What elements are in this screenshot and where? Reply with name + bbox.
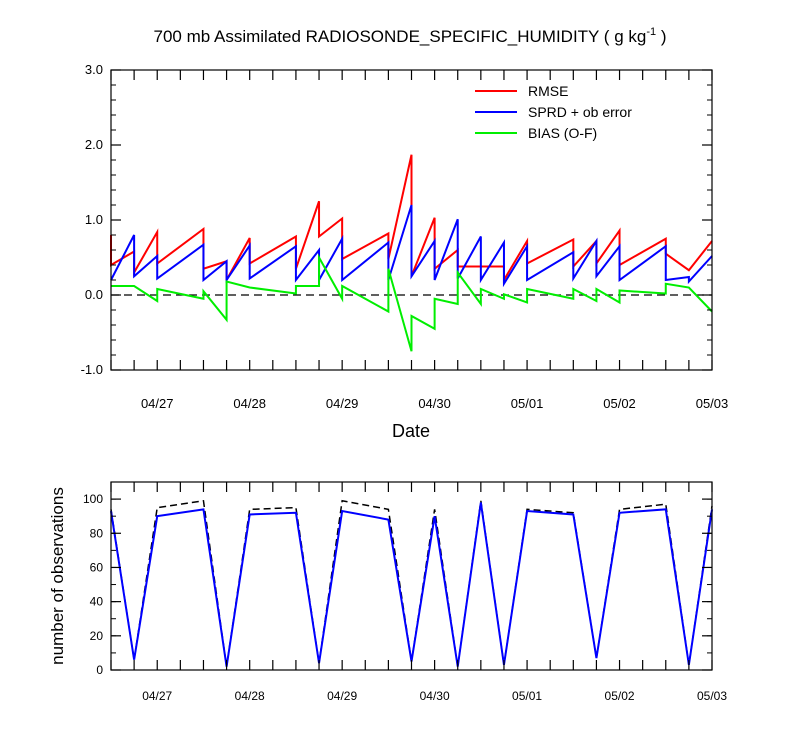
- top-chart: 700 mb Assimilated RADIOSONDE_SPECIFIC_H…: [81, 26, 729, 441]
- series-line-possible: [110, 499, 713, 667]
- y-tick-label: 20: [90, 629, 104, 643]
- x-tick-label: 04/30: [418, 396, 451, 411]
- y-tick-label: 40: [90, 595, 104, 609]
- x-tick-label: 04/30: [420, 689, 450, 703]
- y-tick-label: 1.0: [85, 212, 103, 227]
- top-x-axis-label: Date: [392, 421, 430, 441]
- y-tick-label: -1.0: [81, 362, 103, 377]
- bottom-x-axis: 04/27 04/28 04/29 04/30 05/01 05/02 05/03: [110, 482, 727, 703]
- top-series-group: [110, 154, 713, 352]
- series-line-assimilated: [110, 502, 713, 667]
- x-tick-label: 04/28: [235, 689, 265, 703]
- legend-sprd-label: SPRD + ob error: [528, 104, 632, 120]
- y-tick-label: 2.0: [85, 137, 103, 152]
- y-tick-label: 60: [90, 560, 104, 574]
- bottom-y-axis: 0 20 40 60 80 100: [83, 481, 712, 677]
- series-line-bias-o-f: [111, 253, 713, 352]
- y-tick-label: 0.0: [85, 287, 103, 302]
- bottom-chart: 0 20 40 60 80 100 04/27 04/28 04/29 04/30 05/01 05…: [48, 481, 727, 703]
- x-tick-label: 04/27: [141, 396, 174, 411]
- x-tick-label: 05/01: [511, 396, 544, 411]
- y-tick-label: 0: [96, 663, 103, 677]
- top-x-axis: 04/27 04/28 04/29 04/30 05/01 05/02 05/03: [110, 70, 729, 411]
- x-tick-label: 04/29: [326, 396, 359, 411]
- legend-bias-label: BIAS (O-F): [528, 125, 597, 141]
- legend: RMSE SPRD + ob error BIAS (O-F): [475, 83, 632, 141]
- series-line-sprd-ob-error: [110, 204, 713, 288]
- x-tick-label: 04/27: [142, 689, 172, 703]
- x-tick-label: 04/28: [233, 396, 266, 411]
- x-tick-label: 05/03: [696, 396, 729, 411]
- x-tick-label: 05/03: [697, 689, 727, 703]
- x-tick-label: 05/01: [512, 689, 542, 703]
- y-tick-label: 100: [83, 492, 103, 506]
- top-y-axis: -1.0 0.0 1.0 2.0 3.0: [81, 62, 712, 377]
- bottom-y-axis-label: number of observations: [48, 487, 67, 665]
- y-tick-label: 3.0: [85, 62, 103, 77]
- legend-rmse-label: RMSE: [528, 83, 568, 99]
- top-chart-title: 700 mb Assimilated RADIOSONDE_SPECIFIC_H…: [154, 26, 667, 46]
- x-tick-label: 05/02: [603, 396, 636, 411]
- x-tick-label: 05/02: [605, 689, 635, 703]
- bottom-series-group: [110, 499, 713, 667]
- y-tick-label: 80: [90, 526, 104, 540]
- x-tick-label: 04/29: [327, 689, 357, 703]
